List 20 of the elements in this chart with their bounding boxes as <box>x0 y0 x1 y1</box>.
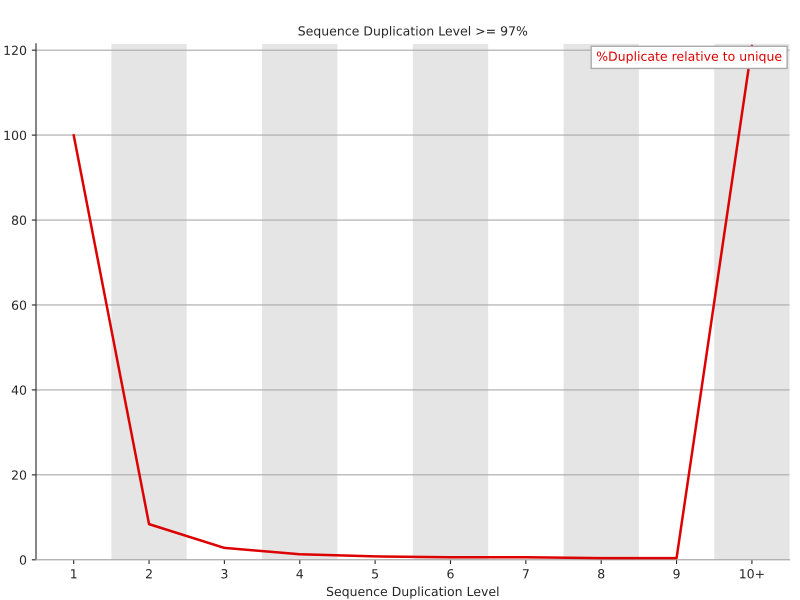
x-axis-title: Sequence Duplication Level <box>326 586 498 599</box>
y-tick-label: 80 <box>12 216 26 225</box>
x-tick-label: 8 <box>598 569 604 579</box>
x-tick-label: 3 <box>221 569 228 579</box>
y-tick-label: 100 <box>4 130 26 140</box>
x-tick-label: 2 <box>146 569 152 578</box>
x-tick-label: 7 <box>522 569 529 578</box>
y-tick-label: 60 <box>12 300 26 310</box>
text: %Duplicate relative to unique <box>596 51 782 64</box>
x-tick-label: 4 <box>296 569 304 578</box>
x-tick-label: 10+ <box>740 569 764 579</box>
chart-title: Sequence Duplication Level >= 97% <box>298 26 528 38</box>
x-tick-label: 1 <box>71 569 76 578</box>
x-tick-label: 6 <box>447 569 454 579</box>
y-tick-label: 0 <box>20 555 26 565</box>
x-tick-label: 5 <box>372 569 378 579</box>
y-tick-label: 40 <box>12 385 26 395</box>
x-tick-label: 9 <box>673 569 680 579</box>
y-tick-label: 20 <box>12 470 26 480</box>
y-tick-label: 120 <box>4 46 26 56</box>
